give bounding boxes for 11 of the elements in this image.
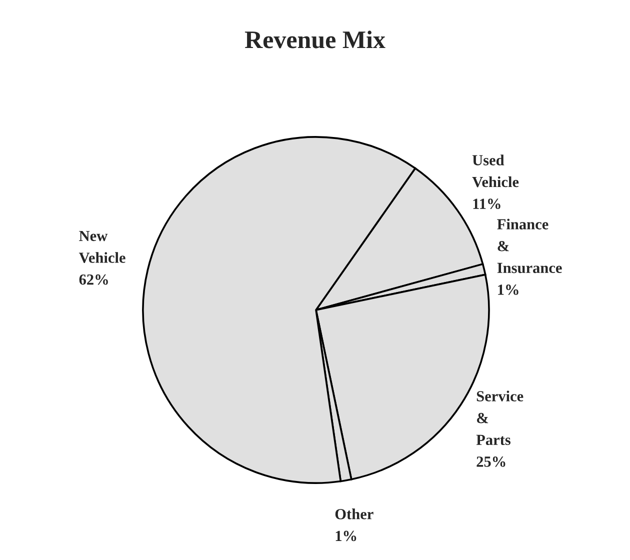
data-label: 62%: [79, 274, 108, 285]
data-label: 1%: [336, 530, 356, 542]
slice-label: Other: [335, 508, 374, 520]
data-label: 11%: [473, 198, 500, 210]
chart-title: Revenue Mix: [244, 30, 386, 48]
slice-label: Used Vehicle: [472, 154, 519, 188]
slice-label: Finance & Insurance: [497, 218, 562, 274]
data-label: 1%: [498, 284, 518, 295]
slice-label: Service & Parts: [476, 390, 524, 446]
slice-label: New Vehicle: [78, 230, 126, 263]
data-label: 25%: [476, 456, 506, 467]
